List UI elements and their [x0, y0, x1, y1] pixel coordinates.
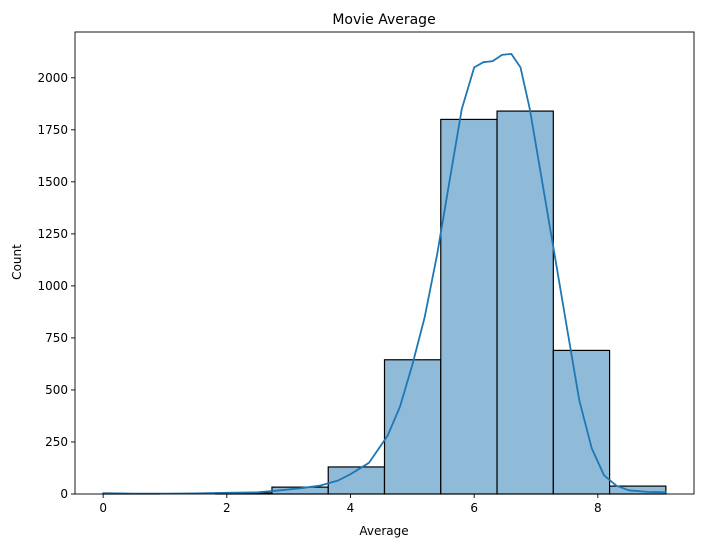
x-tick-label-8: 8	[594, 501, 602, 515]
x-tick-label-0: 0	[99, 501, 107, 515]
x-tick-label-6: 6	[470, 501, 478, 515]
y-tick-label-250: 250	[45, 435, 68, 449]
y-tick-label-750: 750	[45, 331, 68, 345]
y-tick-label-1000: 1000	[37, 279, 68, 293]
kde-curve	[102, 53, 667, 495]
plot-frame	[74, 31, 695, 495]
histogram-bar-6	[440, 118, 498, 495]
y-tick-label-500: 500	[45, 383, 68, 397]
y-tick-label-1250: 1250	[37, 227, 68, 241]
x-tick-label-2: 2	[223, 501, 231, 515]
histogram-bar-5	[383, 359, 442, 495]
histogram-bar-8	[552, 349, 611, 495]
x-tick-label-4: 4	[347, 501, 355, 515]
histogram-bar-7	[496, 110, 554, 495]
y-tick-label-1750: 1750	[37, 123, 68, 137]
y-tick-label-2000: 2000	[37, 71, 68, 85]
y-tick-label-1500: 1500	[37, 175, 68, 189]
y-axis-label: Count	[10, 244, 24, 280]
chart-title: Movie Average	[332, 12, 435, 28]
x-axis-label: Average	[359, 524, 408, 538]
y-tick-label-0: 0	[60, 487, 68, 501]
plot-area: 0 2 4 6 8 0 250 500 750 1000 1250 1500 1750 2000	[37, 31, 695, 515]
